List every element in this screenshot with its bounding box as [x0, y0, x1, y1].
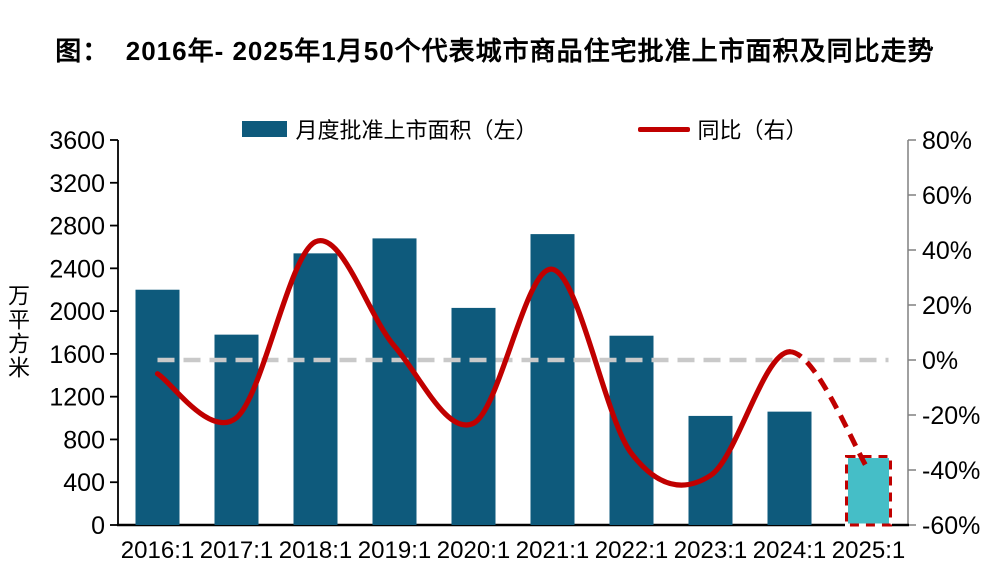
right-axis-tick-label: 40% [922, 237, 972, 265]
left-axis-tick-label: 2400 [49, 255, 105, 283]
line-series-swatch-icon [637, 126, 690, 132]
right-axis-tick-label: -60% [922, 512, 980, 540]
chart-title: 图： 2016年- 2025年1月50个代表城市商品住宅批准上市面积及同比走势 [55, 36, 935, 67]
x-axis-tick-label: 2023:1 [674, 537, 747, 564]
x-axis-tick-label: 2025:1 [832, 537, 905, 564]
right-axis-tick-label: 20% [922, 292, 972, 320]
bar-2018:1 [293, 253, 338, 525]
x-axis-labels: 2016:1 2017:1 2018:1 2019:1 2020:1 2021:1 2022… [121, 537, 905, 564]
right-axis-tick-label: -40% [922, 457, 980, 485]
bar-2025:1 [846, 456, 891, 525]
right-axis-tick-label: 60% [922, 182, 972, 210]
right-axis-tick-label: 0% [922, 347, 958, 375]
yoy-line-solid [154, 238, 793, 488]
left-axis-tick-label: 800 [63, 426, 105, 454]
left-axis-unit-label: 万平方米 [5, 284, 30, 380]
yoy-line-dashed-forecast [788, 349, 871, 472]
bar-2024:1 [767, 411, 812, 525]
bar-2017:1 [214, 334, 259, 525]
bar-2020:1 [451, 307, 496, 525]
bar-2022:1 [609, 335, 654, 525]
left-axis-tick-label: 1600 [49, 341, 105, 369]
x-axis-tick-label: 2018:1 [279, 537, 352, 564]
bar-2019:1 [372, 238, 417, 525]
bar-2023:1 [688, 415, 733, 525]
x-axis-tick-label: 2021:1 [516, 537, 589, 564]
right-axis-tick-label: 80% [922, 127, 972, 155]
legend: 月度批准上市面积（左） 同比（右） [0, 113, 990, 145]
x-axis-tick-label: 2017:1 [200, 537, 273, 564]
x-axis-tick-label: 2019:1 [358, 537, 431, 564]
legend-item-line-series: 同比（右） [637, 113, 808, 145]
x-axis-tick-label: 2024:1 [753, 537, 826, 564]
x-axis-tick-label: 2020:1 [437, 537, 510, 564]
bar-series-swatch-icon [242, 121, 288, 137]
left-axis-tick-label: 400 [63, 469, 105, 497]
left-axis-tick-label: 2800 [49, 213, 105, 241]
x-axis-tick-label: 2016:1 [121, 537, 194, 564]
highlight-border-dashed [845, 455, 892, 527]
right-axis-tick-label: -20% [922, 402, 980, 430]
bar-series [135, 234, 892, 527]
bar-series-label: 月度批准上市面积（左） [295, 118, 538, 143]
legend-item-bar-series: 月度批准上市面积（左） [242, 113, 538, 145]
left-axis-tick-label: 3200 [49, 170, 105, 198]
x-axis-tick-label: 2022:1 [595, 537, 668, 564]
left-axis-tick-label: 1200 [49, 384, 105, 412]
left-axis-tick-label: 0 [91, 512, 105, 540]
line-series-label: 同比（右） [697, 118, 808, 143]
left-axis-tick-label: 2000 [49, 298, 105, 326]
bar-2016:1 [135, 289, 180, 525]
left-axis-tick-label: 3600 [49, 127, 105, 155]
